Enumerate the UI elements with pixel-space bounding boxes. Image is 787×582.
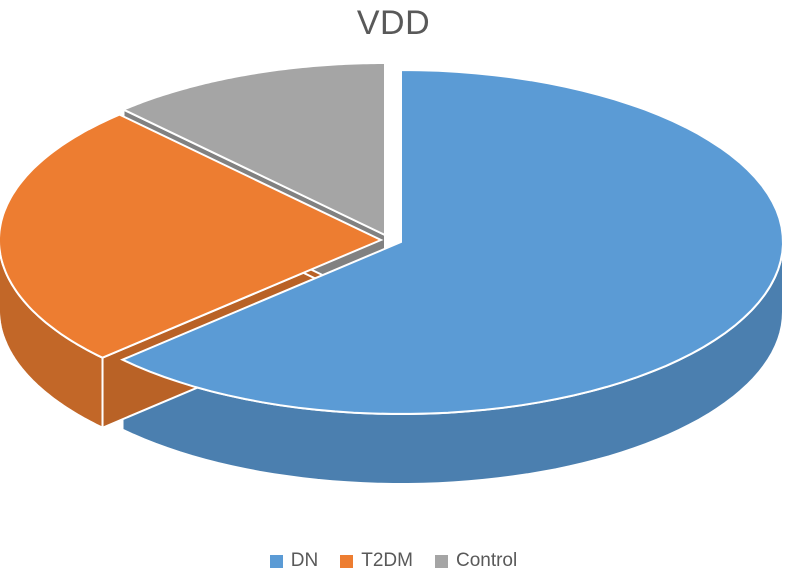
legend-item-dn: DN <box>269 550 319 572</box>
legend-swatch-dn <box>269 554 283 568</box>
slice-t2dm <box>0 113 384 359</box>
legend-swatch-control <box>434 554 448 568</box>
legend-label-dn: DN <box>290 550 319 571</box>
legend-label-t2dm: T2DM <box>361 550 413 571</box>
slice-dn <box>120 68 785 415</box>
legend-swatch-t2dm <box>340 554 354 568</box>
legend: DN T2DM Control <box>0 550 787 572</box>
chart-title: VDD <box>356 4 431 42</box>
legend-label-control: Control <box>455 550 518 571</box>
legend-item-t2dm: T2DM <box>340 550 413 572</box>
legend-item-control: Control <box>434 550 518 572</box>
slice-control <box>121 62 386 237</box>
